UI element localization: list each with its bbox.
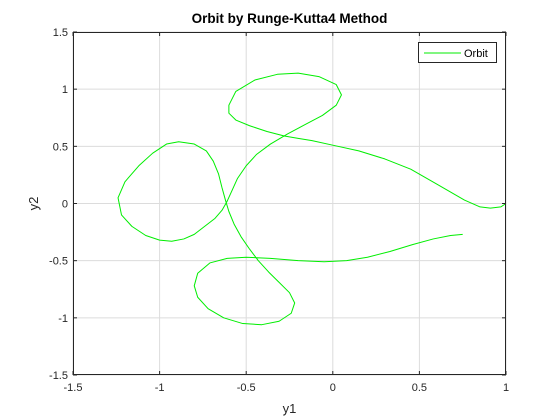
chart-title: Orbit by Runge-Kutta4 Method	[192, 11, 388, 26]
y-tick-label: 0	[62, 199, 68, 211]
x-tick-label: 0	[330, 382, 336, 394]
x-tick-label: 0.5	[412, 382, 427, 394]
y-tick-label: 0.5	[53, 141, 68, 153]
series-layer	[117, 72, 507, 326]
x-tick-label: -0.5	[237, 382, 256, 394]
axis-ticks: -1.5 -1 -0.5 0 0.5 1 -1.5 -1 -0.5 0 0.5 1 1.5	[49, 27, 509, 394]
y-tick-label: -1	[58, 313, 68, 325]
y-tick-label: 1	[62, 84, 68, 96]
y-tick-label: -0.5	[49, 256, 68, 268]
y-tick-label: -1.5	[49, 370, 68, 382]
x-tick-label: -1.5	[64, 382, 83, 394]
legend-label-orbit: Orbit	[464, 48, 488, 60]
legend: Orbit	[418, 42, 497, 63]
y-axis-label: y2	[26, 197, 41, 211]
x-axis-label: y1	[283, 401, 297, 416]
x-tick-label: -1	[155, 382, 165, 394]
series-line-orbit	[117, 72, 507, 326]
x-tick-label: 1	[503, 382, 509, 394]
y-tick-label: 1.5	[53, 27, 68, 39]
